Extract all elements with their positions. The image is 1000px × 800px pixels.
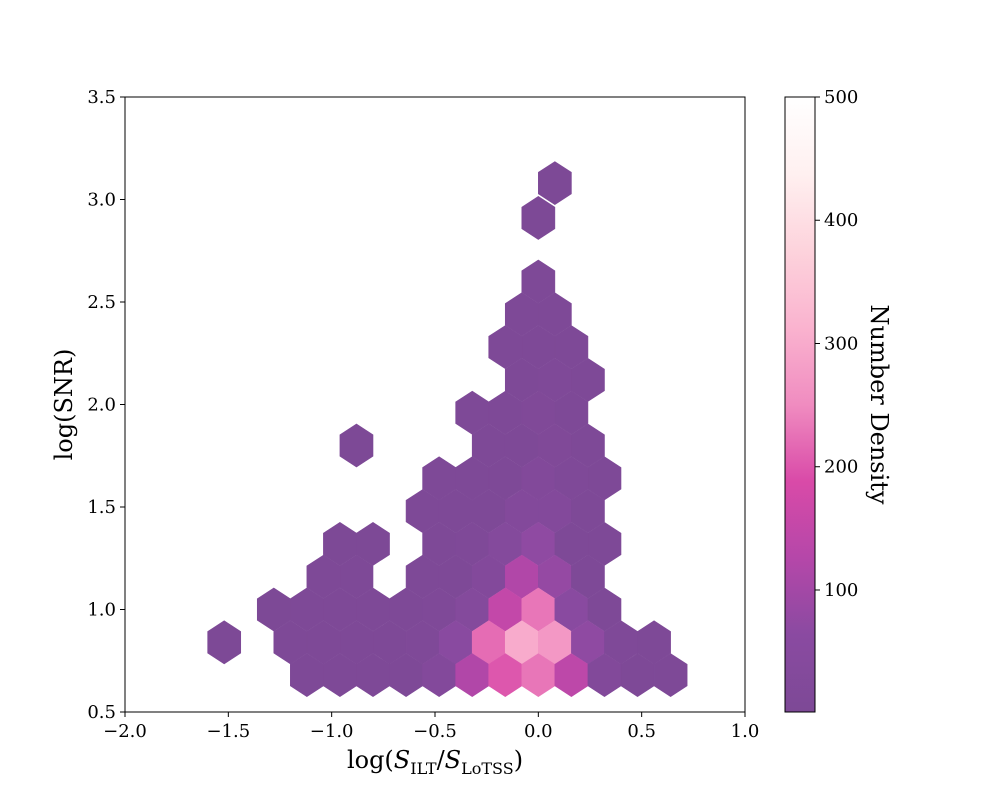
y-tick-label: 1.5 — [87, 497, 116, 518]
hexbin-cell — [538, 161, 572, 205]
hexbin-cell — [554, 325, 589, 369]
hexbin-cell — [571, 423, 605, 468]
hexbin-cell — [637, 620, 671, 665]
colorbar-frame — [784, 96, 816, 713]
hexbin-cell — [587, 522, 622, 566]
hexbin-cell — [653, 653, 688, 697]
colorbar — [785, 97, 815, 712]
hexbin-cell — [521, 259, 556, 304]
colorbar-tick-label: 400 — [824, 210, 858, 231]
hexbin-cell — [554, 390, 589, 435]
hexbin-cell — [521, 196, 556, 240]
hexbin-cell — [339, 554, 374, 599]
x-tick-label: −1.5 — [206, 721, 250, 742]
colorbar-label: Number Density — [865, 305, 893, 505]
y-tick-label: 2.0 — [87, 395, 116, 416]
y-tick-label: 1.0 — [87, 600, 116, 621]
hexbin-cell — [571, 554, 605, 599]
hexbin-cells — [207, 161, 688, 697]
x-tick-label: 0.0 — [524, 721, 553, 742]
x-axis-ticks: −2.0 −1.5 −1.0 −0.5 0.0 0.5 1.0 — [103, 712, 759, 742]
y-axis-ticks: 0.5 1.0 1.5 2.0 2.5 3.0 3.5 — [87, 87, 125, 723]
colorbar-tick-label: 100 — [824, 580, 858, 601]
hexbin-cell — [571, 489, 605, 533]
hexbin-cell — [587, 587, 622, 632]
hexbin-cell — [207, 620, 242, 665]
colorbar-tick-label: 500 — [824, 87, 858, 108]
x-tick-label: −1.0 — [310, 721, 354, 742]
hexbin-cell — [571, 358, 605, 402]
y-tick-label: 3.0 — [87, 190, 116, 211]
x-tick-label: −0.5 — [413, 721, 457, 742]
y-tick-label: 3.5 — [87, 87, 116, 108]
hexbin-cell — [587, 456, 622, 501]
colorbar-tick-label: 300 — [824, 333, 858, 354]
y-tick-label: 2.5 — [87, 292, 116, 313]
hexbin-cell — [538, 292, 572, 337]
hexbin-cell — [339, 423, 374, 468]
x-tick-label: −2.0 — [103, 721, 147, 742]
x-tick-label: 1.0 — [731, 721, 760, 742]
colorbar-ticks: 100 200 300 400 500 — [815, 87, 858, 601]
x-tick-label: 0.5 — [627, 721, 656, 742]
hexbin-cell — [356, 522, 390, 566]
x-axis-label: log(SILT/SLoTSS) — [347, 746, 523, 778]
colorbar-tick-label: 200 — [824, 457, 858, 478]
y-axis-label: log(SNR) — [50, 349, 78, 461]
y-tick-label: 0.5 — [87, 702, 116, 723]
